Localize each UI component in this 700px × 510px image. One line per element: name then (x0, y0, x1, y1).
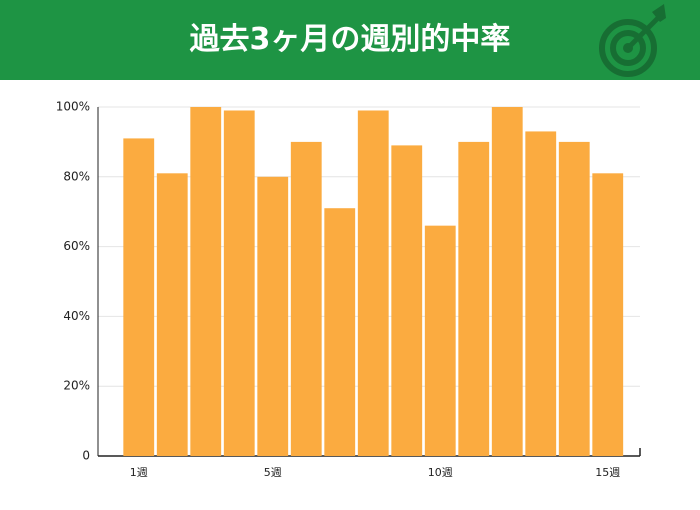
bar (223, 110, 255, 457)
header: 過去3ヶ月の週別的中率 (0, 0, 700, 80)
bar (558, 141, 590, 456)
bar (123, 138, 155, 456)
bar (324, 208, 356, 456)
bar (491, 107, 523, 456)
y-tick-label: 60% (63, 239, 90, 253)
bar (525, 131, 557, 456)
target-icon (599, 4, 666, 77)
y-tick-label: 0 (82, 449, 90, 463)
bar (190, 107, 222, 456)
bar (290, 141, 322, 456)
x-tick-label: 5週 (264, 466, 282, 479)
y-tick-label: 40% (63, 309, 90, 323)
y-tick-label: 80% (63, 169, 90, 183)
chart-title: 過去3ヶ月の週別的中率 (189, 22, 511, 57)
bar (391, 145, 423, 456)
x-tick-label: 1週 (130, 466, 148, 479)
bar (357, 110, 389, 457)
x-tick-label: 15週 (595, 466, 620, 479)
y-tick-label: 100% (56, 100, 90, 114)
bar (458, 141, 490, 456)
y-tick-label: 20% (63, 379, 90, 393)
bar (592, 173, 624, 456)
chart: 0 20% 40% 60% 80% 100% 1週 5週 10週 15週 (56, 100, 641, 479)
bar (156, 173, 188, 456)
x-tick-label: 10週 (428, 466, 453, 479)
bar (424, 225, 456, 456)
bar (257, 176, 289, 457)
